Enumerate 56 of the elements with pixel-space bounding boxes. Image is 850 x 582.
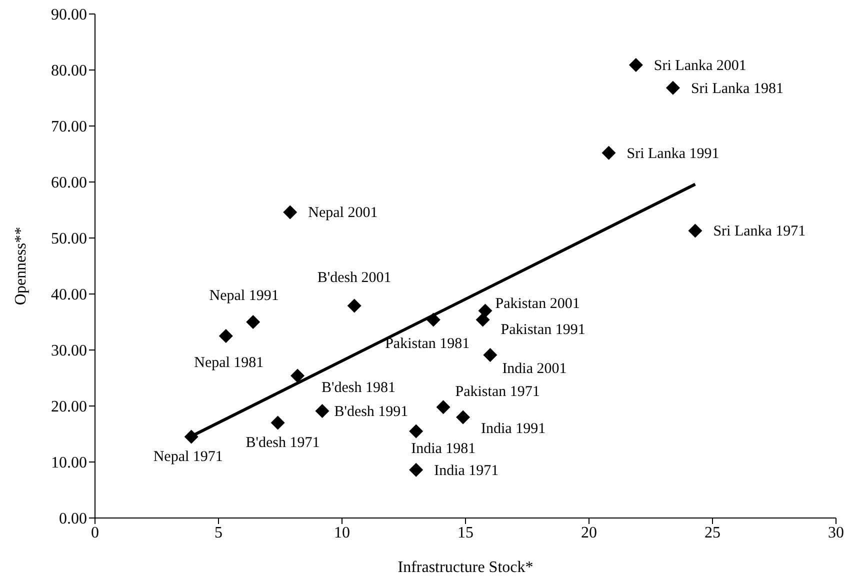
point bbox=[283, 205, 298, 220]
data-label: B'desh 1991 bbox=[334, 404, 408, 420]
data-label: India 1971 bbox=[434, 462, 499, 479]
y-axis-title: Openness** bbox=[12, 226, 30, 306]
y-tick-label: 40.00 bbox=[51, 286, 87, 304]
y-tick-label: 30.00 bbox=[51, 342, 87, 360]
y-tick-label: 50.00 bbox=[51, 230, 87, 248]
data-label: Pakistan 1981 bbox=[385, 336, 470, 352]
data-label: B'desh 1971 bbox=[246, 434, 320, 451]
point bbox=[409, 462, 424, 477]
data-label: Pakistan 2001 bbox=[495, 296, 580, 312]
data-label: B'desh 1981 bbox=[322, 380, 396, 396]
data-label: India 2001 bbox=[502, 361, 567, 378]
x-axis-title: Infrastructure Stock* bbox=[398, 559, 534, 576]
y-tick-label: 80.00 bbox=[51, 62, 87, 80]
point bbox=[218, 329, 233, 343]
data-label: Nepal 1971 bbox=[153, 448, 223, 465]
x-tick-label: 25 bbox=[704, 524, 720, 542]
x-tick-label: 0 bbox=[91, 524, 99, 542]
data-label: Pakistan 1991 bbox=[500, 322, 586, 338]
point bbox=[456, 410, 470, 424]
point bbox=[483, 348, 498, 362]
point bbox=[246, 315, 260, 329]
point bbox=[602, 146, 616, 160]
y-tick-label: 90.00 bbox=[51, 6, 87, 24]
point bbox=[628, 58, 643, 72]
point bbox=[436, 400, 450, 414]
data-label: Nepal 2001 bbox=[308, 205, 378, 222]
data-label: India 1991 bbox=[481, 421, 546, 438]
data-label: Nepal 1991 bbox=[209, 288, 279, 304]
point bbox=[409, 424, 424, 438]
point bbox=[315, 404, 330, 418]
x-tick-label: 10 bbox=[334, 524, 350, 542]
x-tick-label: 30 bbox=[828, 524, 844, 542]
data-label: India 1981 bbox=[411, 441, 476, 458]
data-label: Sri Lanka 2001 bbox=[654, 58, 746, 74]
x-tick-label: 20 bbox=[581, 524, 597, 542]
data-label: Pakistan 1971 bbox=[455, 384, 540, 400]
y-tick-label: 70.00 bbox=[51, 118, 87, 136]
point bbox=[270, 416, 285, 430]
x-tick-label: 15 bbox=[458, 524, 474, 542]
data-label: Nepal 1981 bbox=[194, 355, 264, 371]
y-tick-label: 10.00 bbox=[51, 454, 87, 472]
y-tick-label: 60.00 bbox=[51, 174, 87, 192]
x-tick-label: 5 bbox=[214, 524, 222, 542]
point bbox=[290, 368, 305, 383]
point bbox=[347, 298, 362, 313]
data-label: B'desh 2001 bbox=[317, 270, 392, 286]
data-label: Sri Lanka 1991 bbox=[626, 146, 720, 162]
data-label: Sri Lanka 1971 bbox=[713, 224, 806, 240]
point bbox=[688, 224, 702, 238]
point bbox=[666, 80, 680, 95]
y-tick-label: 0.00 bbox=[59, 510, 87, 528]
y-tick-label: 20.00 bbox=[51, 398, 87, 416]
point bbox=[476, 312, 490, 327]
data-label: Sri Lanka 1981 bbox=[690, 80, 784, 97]
